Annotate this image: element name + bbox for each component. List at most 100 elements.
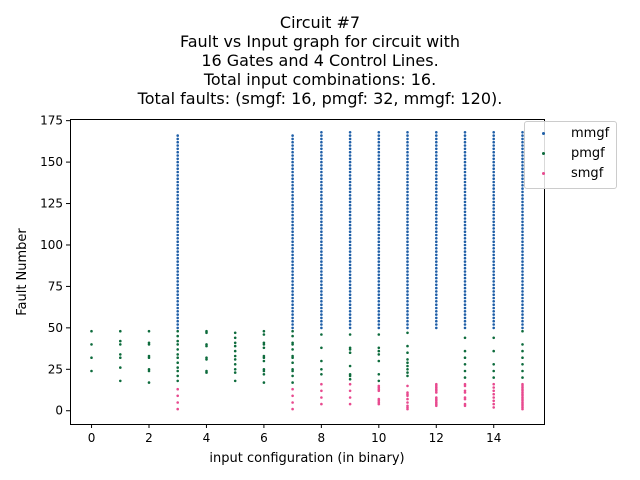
mmgf-point <box>320 184 323 187</box>
mmgf-point <box>348 184 352 187</box>
mmgf-point <box>435 157 438 161</box>
mmgf-point <box>406 190 409 194</box>
mmgf-point <box>406 227 409 230</box>
pmgf-point <box>291 334 294 338</box>
mmgf-point <box>406 300 409 303</box>
mmgf-point <box>492 280 496 283</box>
mmgf-point <box>176 210 179 214</box>
mmgf-point <box>463 283 467 287</box>
mmgf-point <box>348 230 352 233</box>
mmgf-point <box>521 227 524 230</box>
mmgf-point <box>406 180 409 184</box>
x-tick-label: 0 <box>88 431 96 445</box>
mmgf-point <box>406 223 409 227</box>
pmgf-point <box>521 376 524 379</box>
mmgf-point <box>348 137 352 141</box>
pmgf-point <box>320 368 323 371</box>
mmgf-point <box>320 160 323 164</box>
mmgf-point <box>463 150 467 154</box>
mmgf-point <box>521 276 524 280</box>
smgf-point <box>291 387 294 391</box>
smgf-point <box>435 396 438 399</box>
mmgf-point <box>176 150 179 154</box>
mmgf-point <box>320 210 323 214</box>
mmgf-point <box>291 170 294 174</box>
mmgf-point <box>435 223 438 227</box>
smgf-point <box>406 404 409 408</box>
mmgf-point <box>406 217 409 220</box>
mmgf-point <box>291 319 294 323</box>
pmgf-point <box>119 379 122 383</box>
pmgf-point <box>492 369 496 373</box>
mmgf-point <box>435 207 438 210</box>
mmgf-point <box>492 144 496 147</box>
smgf-point <box>320 396 323 399</box>
mmgf-point <box>176 286 179 290</box>
mmgf-point <box>291 256 294 260</box>
mmgf-point <box>348 247 352 250</box>
y-tick-label: 100 <box>40 238 63 252</box>
mmgf-point <box>521 184 524 187</box>
mmgf-point <box>377 290 381 293</box>
mmgf-point <box>435 260 438 263</box>
mmgf-point <box>320 213 323 217</box>
mmgf-point <box>435 300 438 303</box>
mmgf-point <box>521 280 524 283</box>
mmgf-point <box>320 293 323 297</box>
mmgf-point <box>291 157 294 161</box>
mmgf-point <box>348 223 352 227</box>
mmgf-point <box>406 247 409 250</box>
smgf-point <box>492 396 496 399</box>
mmgf-point <box>492 154 496 157</box>
mmgf-point <box>377 223 381 227</box>
mmgf-point <box>406 260 409 263</box>
pmgf-point <box>90 369 93 373</box>
mmgf-point <box>348 213 352 217</box>
mmgf-point <box>291 283 294 287</box>
mmgf-point <box>176 316 179 320</box>
mmgf-point <box>435 273 438 277</box>
mmgf-point <box>377 300 381 303</box>
mmgf-point <box>377 194 381 197</box>
mmgf-point <box>291 177 294 180</box>
mmgf-point <box>463 147 467 151</box>
y-tick-label: 125 <box>40 197 63 211</box>
mmgf-point <box>435 243 438 247</box>
mmgf-point <box>521 243 524 247</box>
mmgf-point <box>463 266 467 270</box>
mmgf-point <box>406 270 409 273</box>
pmgf-point <box>205 343 208 346</box>
mmgf-point <box>291 253 294 257</box>
mmgf-point <box>435 220 438 224</box>
pmgf-point <box>119 339 122 343</box>
mmgf-point <box>291 230 294 233</box>
mmgf-point <box>521 266 524 270</box>
mmgf-point <box>463 256 467 260</box>
mmgf-point <box>348 250 352 253</box>
mmgf-point <box>320 167 323 170</box>
mmgf-point <box>463 140 467 144</box>
mmgf-point <box>406 140 409 144</box>
pmgf-point <box>205 356 208 360</box>
pmgf-point <box>233 349 237 353</box>
mmgf-point <box>176 300 179 303</box>
mmgf-point <box>463 223 467 227</box>
x-tick-label: 2 <box>145 431 153 445</box>
mmgf-point <box>463 137 467 141</box>
mmgf-point <box>176 220 179 224</box>
mmgf-point <box>463 131 467 134</box>
mmgf-point <box>492 303 496 307</box>
mmgf-point <box>377 253 381 257</box>
mmgf-point <box>291 137 294 141</box>
mmgf-point <box>377 283 381 287</box>
mmgf-point <box>492 266 496 270</box>
title-line-3: 16 Gates and 4 Control Lines. <box>201 51 439 70</box>
pmgf-point <box>119 356 122 360</box>
smgf-point <box>492 392 496 396</box>
mmgf-point <box>377 190 381 194</box>
mmgf-point <box>521 213 524 217</box>
mmgf-point <box>348 253 352 257</box>
pmgf-point <box>521 356 524 360</box>
mmgf-point <box>176 233 179 237</box>
